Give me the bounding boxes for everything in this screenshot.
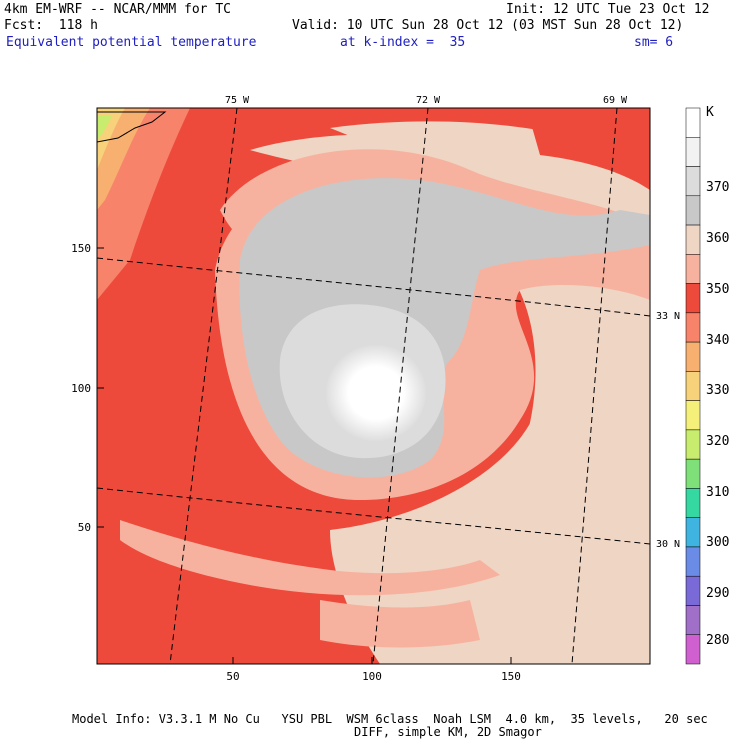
- lat-label: 33 N: [656, 311, 680, 322]
- colorbar-swatch: [685, 400, 701, 431]
- colorbar-level: 370: [706, 180, 730, 195]
- colorbar-level: 300: [706, 535, 730, 550]
- smoothing: sm= 6: [634, 35, 674, 50]
- field-shading: [97, 108, 650, 664]
- colorbar-swatch: [685, 166, 701, 197]
- field-name: Equivalent potential temperature: [6, 35, 257, 50]
- colorbar-swatch: [685, 575, 701, 606]
- x-tick-label: 100: [362, 670, 382, 683]
- model-title: 4km EM-WRF -- NCAR/MMM for TC: [4, 2, 231, 17]
- parallel-33n: [97, 257, 650, 317]
- colorbar: [685, 107, 701, 665]
- colorbar-swatch: [685, 429, 701, 460]
- colorbar-unit: K: [706, 105, 714, 120]
- meridian-69w: [571, 108, 618, 664]
- x-tick-label: 150: [501, 670, 521, 683]
- colorbar-swatch: [685, 546, 701, 577]
- colorbar-level: 330: [706, 383, 730, 398]
- colorbar-level: 340: [706, 333, 730, 348]
- colorbar-level: 280: [706, 633, 730, 648]
- lat-label: 30 N: [656, 539, 680, 550]
- colorbar-swatch: [685, 107, 701, 138]
- valid-time: Valid: 10 UTC Sun 28 Oct 12 (03 MST Sun …: [292, 18, 684, 33]
- model-info: Model Info: V3.3.1 M No Cu YSU PBL WSM 6…: [72, 712, 708, 726]
- model-info-2: DIFF, simple KM, 2D Smagor: [354, 725, 542, 739]
- meridian-75w: [169, 108, 238, 664]
- lon-label: 72 W: [416, 95, 441, 106]
- colorbar-level: 320: [706, 434, 730, 449]
- colorbar-level: 360: [706, 231, 730, 246]
- y-tick-label: 150: [71, 242, 91, 255]
- colorbar-swatch: [685, 312, 701, 343]
- colorbar-swatch: [685, 283, 701, 314]
- colorbar-swatch: [685, 254, 701, 284]
- axis-ticks: [97, 247, 512, 664]
- colorbar-swatch: [685, 341, 701, 372]
- colorbar-swatch: [685, 634, 701, 665]
- colorbar-level: 310: [706, 485, 730, 500]
- colorbar-level: 290: [706, 586, 730, 601]
- colorbar-swatch: [685, 488, 701, 518]
- colorbar-swatch: [685, 195, 701, 226]
- k-index: at k-index = 35: [340, 35, 466, 50]
- init-time: Init: 12 UTC Tue 23 Oct 12: [506, 2, 710, 17]
- colorbar-level: 350: [706, 282, 730, 297]
- y-tick-label: 50: [78, 521, 91, 534]
- forecast-hour: Fcst: 118 h: [4, 18, 98, 33]
- lon-label: 69 W: [603, 95, 628, 106]
- x-tick-label: 50: [226, 670, 239, 683]
- colorbar-swatch: [685, 458, 701, 489]
- lon-label: 75 W: [225, 95, 250, 106]
- meridian-72w: [372, 108, 429, 664]
- lat-lon-grid: [97, 108, 650, 664]
- colorbar-swatch: [685, 371, 701, 401]
- colorbar-swatch: [685, 224, 701, 255]
- colorbar-swatch: [685, 517, 701, 548]
- colorbar-swatch: [685, 137, 701, 167]
- y-tick-label: 100: [71, 382, 91, 395]
- plot-frame: [96, 107, 651, 665]
- colorbar-swatch: [685, 605, 701, 635]
- parallel-30n: [97, 487, 650, 545]
